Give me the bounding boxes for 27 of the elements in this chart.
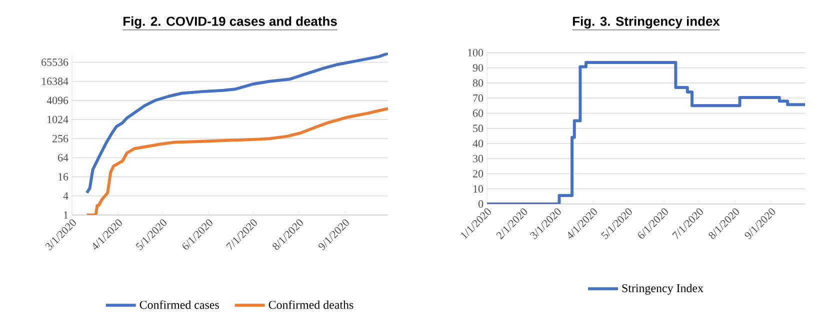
y-tick-label: 50: [473, 124, 484, 132]
y-tick-label: 16384: [42, 78, 68, 86]
y-tick-label: 70: [473, 94, 484, 102]
legend-label: Confirmed cases: [140, 300, 219, 309]
y-tick-label: 60: [473, 110, 484, 117]
chart-title: Fig. 2. COVID-19 cases and deaths: [124, 16, 337, 29]
line-series: [85, 52, 388, 194]
y-tick-label: 90: [472, 64, 484, 72]
y-tick-label: 10: [474, 185, 484, 193]
y-tick-label: 30: [473, 154, 484, 162]
legend-label: Stringency Index: [622, 284, 704, 295]
chart-title: Fig. 3. Stringency index: [572, 16, 720, 29]
y-tick-label: 80: [472, 79, 484, 87]
line-series: [85, 107, 388, 215]
y-tick-label: 20: [473, 170, 484, 178]
y-tick-label: 1024: [48, 116, 68, 124]
y-tick-label: 4096: [46, 96, 68, 104]
y-tick-label: 16: [58, 173, 68, 180]
y-tick-label: 40: [472, 140, 484, 148]
y-tick-label: 0: [478, 200, 484, 208]
y-tick-label: 1: [64, 211, 68, 219]
y-tick-label: 4: [63, 192, 68, 200]
y-tick-label: 100: [468, 49, 484, 56]
y-tick-label: 256: [52, 134, 68, 142]
y-tick-label: 65536: [42, 58, 68, 66]
legend-label: Confirmed deaths: [268, 300, 354, 309]
y-tick-label: 64: [58, 154, 68, 162]
